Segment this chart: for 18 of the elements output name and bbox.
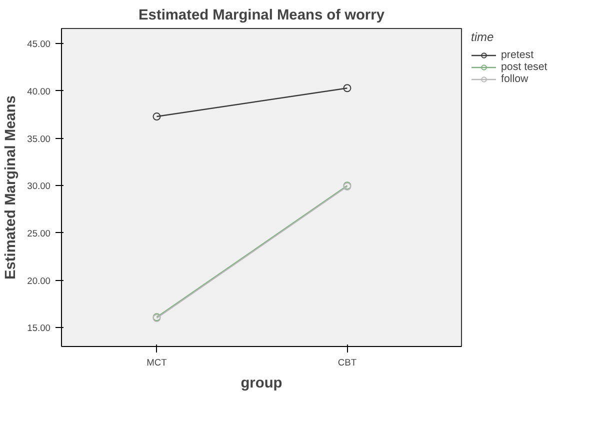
y-tick-label: 20.00 — [27, 276, 50, 286]
y-tick-label: 35.00 — [27, 134, 50, 144]
legend-title: time — [471, 30, 495, 44]
legend-label: pretest — [501, 49, 535, 61]
x-axis-title: group — [240, 376, 282, 392]
y-tick-label: 25.00 — [27, 228, 50, 238]
y-tick-label: 45.00 — [27, 39, 50, 50]
x-tick-label: MCT — [146, 358, 168, 368]
legend-label: post teset — [501, 61, 548, 73]
legend-label: follow — [501, 73, 530, 85]
point — [343, 84, 352, 92]
chart-title: Estimated Marginal Means of worry — [138, 8, 386, 24]
x-tick-label: CBT — [338, 358, 357, 368]
point — [152, 112, 161, 121]
y-tick-label: 30.00 — [27, 181, 50, 192]
y-tick-label: 40.00 — [27, 86, 50, 96]
y-axis-title: Estimated Marginal Means — [3, 95, 20, 280]
y-tick-label: 15.00 — [27, 323, 50, 334]
